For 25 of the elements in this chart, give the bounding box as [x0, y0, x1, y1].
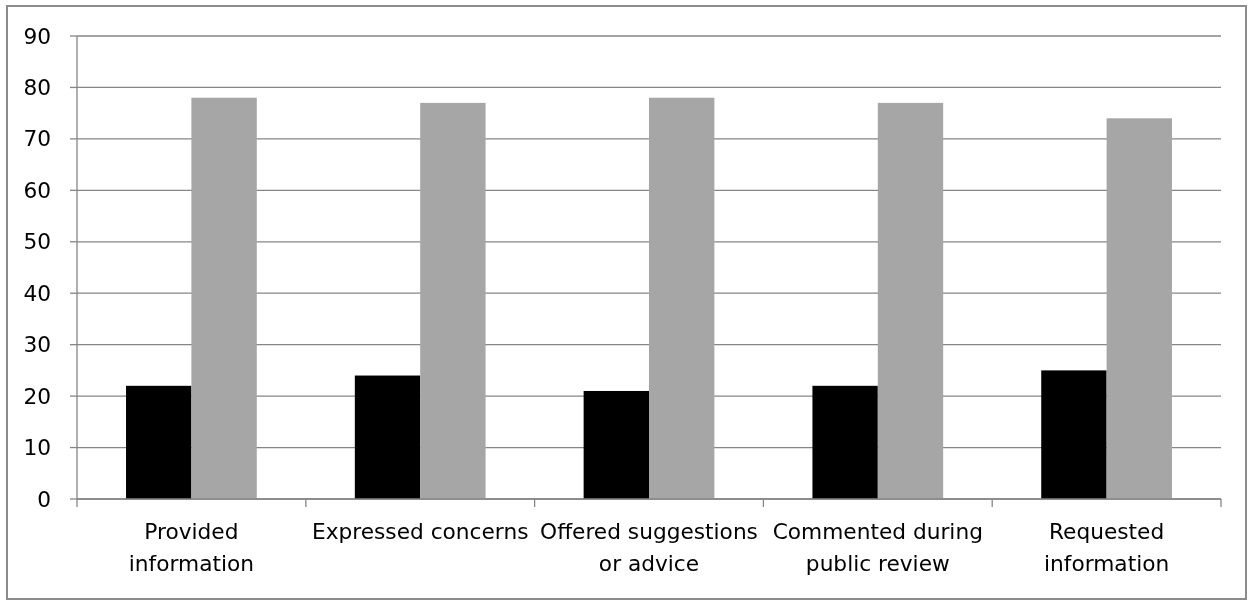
y-tick-label: 30	[23, 332, 51, 358]
bar	[583, 390, 649, 499]
bar	[126, 385, 192, 499]
x-tick-label: Expressed concerns	[311, 519, 529, 544]
x-tick-label: Requested information	[1044, 519, 1170, 576]
y-tick-label: 70	[23, 126, 51, 152]
y-tick-label: 0	[37, 486, 51, 512]
bar	[812, 385, 878, 499]
bar	[649, 97, 715, 499]
y-tick-label: 60	[23, 177, 51, 203]
bar	[420, 102, 486, 499]
x-tick-label: Offered suggestions or advice	[540, 519, 758, 576]
y-tick-label: 40	[23, 280, 51, 306]
y-tick-label: 10	[23, 435, 51, 461]
bar	[1041, 370, 1107, 499]
y-tick-label: 80	[23, 74, 51, 100]
y-tick-label: 20	[23, 383, 51, 409]
y-tick-label: 90	[23, 23, 51, 49]
bar	[1106, 118, 1172, 499]
bar	[191, 97, 257, 499]
x-tick-label: Commented during public review	[772, 519, 983, 576]
x-tick-label: Provided information	[128, 519, 254, 576]
y-tick-label: 50	[23, 229, 51, 255]
bar	[877, 102, 944, 499]
bar	[354, 375, 421, 499]
